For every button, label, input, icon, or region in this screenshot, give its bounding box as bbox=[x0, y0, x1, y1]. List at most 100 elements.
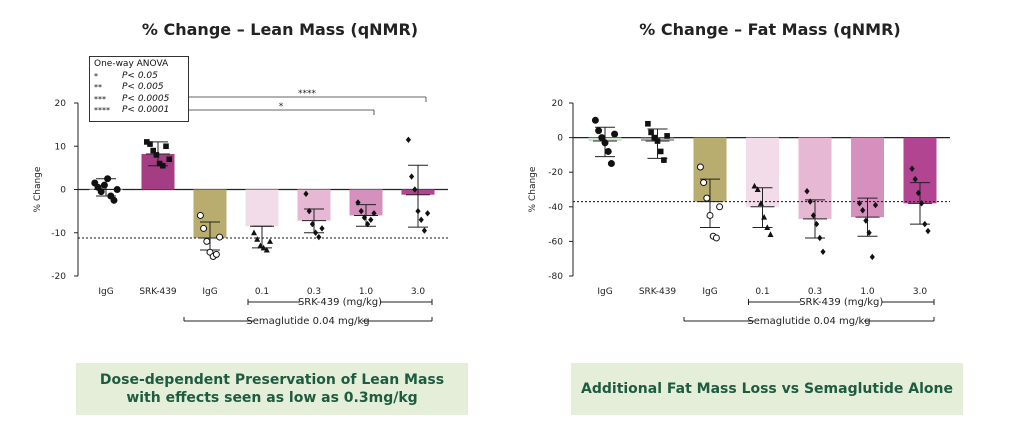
data-point bbox=[607, 160, 615, 168]
data-point bbox=[706, 211, 714, 219]
data-point bbox=[703, 194, 711, 202]
data-point bbox=[767, 231, 774, 237]
data-point bbox=[267, 238, 273, 244]
fat-mass-caption: Additional Fat Mass Loss vs Semaglutide … bbox=[571, 363, 963, 415]
data-point bbox=[260, 244, 267, 251]
x-tick-label: SRK-439 bbox=[639, 287, 677, 297]
data-point bbox=[409, 173, 415, 180]
data-point bbox=[601, 139, 609, 147]
y-tick-label: 20 bbox=[552, 99, 564, 109]
x-tick-label: IgG bbox=[597, 287, 612, 297]
data-point bbox=[371, 210, 377, 217]
data-point bbox=[919, 200, 925, 207]
x-tick-label: 0.3 bbox=[307, 287, 321, 297]
data-point bbox=[160, 162, 166, 169]
data-point bbox=[810, 212, 816, 219]
data-point bbox=[860, 207, 866, 214]
y-tick-label: -20 bbox=[51, 272, 66, 282]
y-tick-label: -10 bbox=[51, 229, 66, 239]
data-point bbox=[425, 210, 431, 217]
significance-stars: * bbox=[279, 102, 284, 112]
dose-group-label: SRK-439 (mg/kg) bbox=[298, 297, 382, 308]
data-point bbox=[648, 129, 654, 136]
data-point bbox=[817, 234, 823, 242]
data-point bbox=[591, 116, 599, 124]
data-point bbox=[700, 179, 708, 187]
data-point bbox=[866, 229, 872, 236]
legend-row: *** P< 0.0005 bbox=[94, 94, 184, 106]
data-point bbox=[405, 136, 411, 143]
data-point bbox=[651, 134, 658, 141]
data-point bbox=[757, 200, 764, 206]
data-point bbox=[361, 214, 367, 221]
data-point bbox=[306, 207, 312, 215]
data-point bbox=[263, 246, 270, 253]
x-tick-label: 1.0 bbox=[359, 287, 374, 297]
data-point bbox=[144, 139, 150, 145]
caption-line: Additional Fat Mass Loss vs Semaglutide … bbox=[581, 381, 953, 397]
background-group-label: Semaglutide 0.04 mg/kg bbox=[246, 316, 369, 327]
x-tick-label: IgG bbox=[98, 287, 113, 297]
y-tick-label: -20 bbox=[548, 168, 563, 178]
data-point bbox=[664, 133, 670, 139]
data-point bbox=[113, 186, 121, 193]
data-point bbox=[912, 175, 918, 183]
data-point bbox=[716, 203, 724, 211]
data-point bbox=[598, 134, 606, 142]
data-point bbox=[104, 175, 112, 183]
data-point bbox=[804, 188, 810, 195]
data-point bbox=[925, 227, 931, 235]
x-tick-label: 1.0 bbox=[860, 287, 875, 297]
data-point bbox=[110, 196, 118, 204]
data-point bbox=[203, 237, 211, 245]
data-point bbox=[807, 198, 813, 205]
data-point bbox=[257, 242, 264, 249]
data-point bbox=[303, 190, 309, 198]
data-point bbox=[754, 186, 761, 192]
data-point bbox=[915, 189, 921, 197]
data-point bbox=[97, 188, 105, 196]
data-point bbox=[251, 229, 257, 236]
data-point bbox=[163, 143, 169, 150]
x-tick-label: 0.1 bbox=[255, 287, 269, 297]
data-point bbox=[820, 248, 826, 255]
legend-row: ** P< 0.005 bbox=[94, 82, 184, 94]
data-point bbox=[153, 152, 160, 158]
data-point bbox=[412, 186, 418, 193]
data-point bbox=[216, 233, 224, 241]
x-tick-label: 0.3 bbox=[808, 287, 822, 297]
y-tick-label: -60 bbox=[548, 237, 563, 247]
data-point bbox=[712, 234, 720, 242]
data-point bbox=[166, 156, 172, 163]
x-tick-label: IgG bbox=[202, 287, 217, 297]
data-point bbox=[421, 227, 427, 234]
data-point bbox=[368, 216, 374, 223]
data-point bbox=[761, 213, 768, 220]
data-point bbox=[872, 201, 879, 209]
y-axis-label: % Change bbox=[528, 166, 538, 212]
data-point bbox=[150, 147, 156, 154]
legend-row: **** P< 0.0001 bbox=[94, 105, 184, 117]
y-tick-label: -80 bbox=[548, 272, 563, 282]
x-tick-label: 0.1 bbox=[755, 287, 769, 297]
data-point bbox=[814, 220, 820, 228]
legend-stars: * bbox=[94, 71, 98, 81]
dose-group-label: SRK-439 (mg/kg) bbox=[799, 297, 883, 308]
caption-line: with effects seen as low as 0.3mg/kg bbox=[126, 390, 418, 406]
legend-row: * P< 0.05 bbox=[94, 71, 184, 83]
y-tick-label: -40 bbox=[548, 203, 563, 213]
y-tick-label: 0 bbox=[60, 186, 66, 196]
bar bbox=[245, 189, 279, 227]
x-tick-label: IgG bbox=[702, 287, 717, 297]
data-point bbox=[309, 220, 315, 228]
data-point bbox=[611, 130, 619, 138]
data-point bbox=[751, 182, 758, 189]
data-point bbox=[661, 157, 667, 163]
legend-stars: *** bbox=[94, 94, 106, 104]
significance-stars: **** bbox=[298, 89, 317, 99]
data-point bbox=[147, 141, 153, 147]
legend-stars: ** bbox=[94, 83, 102, 92]
lean-mass-chart-title: % Change – Lean Mass (qNMR) bbox=[141, 20, 419, 39]
data-point bbox=[365, 220, 371, 228]
